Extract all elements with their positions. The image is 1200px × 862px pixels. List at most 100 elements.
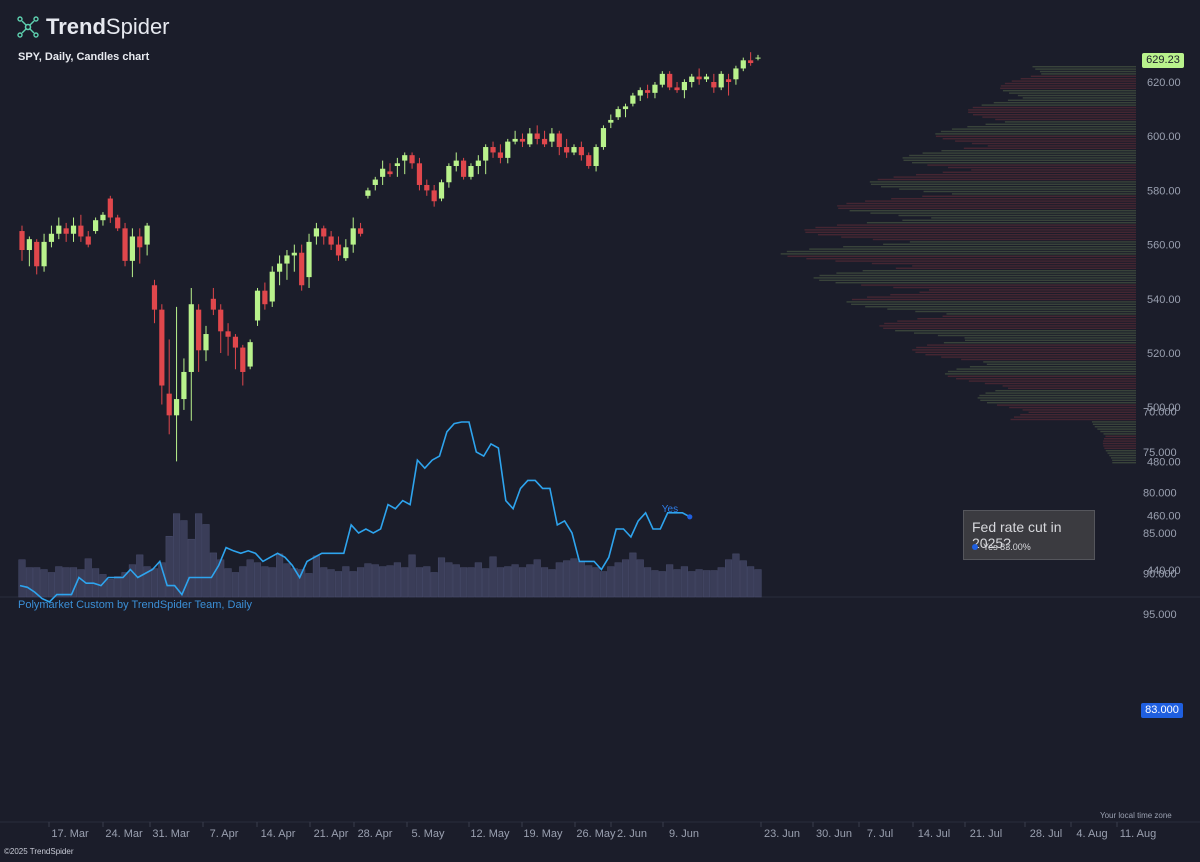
candle-body[interactable] xyxy=(696,76,702,80)
candle-body[interactable] xyxy=(19,231,25,251)
candle-body[interactable] xyxy=(578,147,584,156)
candle-body[interactable] xyxy=(387,171,393,175)
candle-body[interactable] xyxy=(291,252,297,256)
candle-body[interactable] xyxy=(188,304,194,372)
candle-body[interactable] xyxy=(372,179,378,185)
candle-body[interactable] xyxy=(505,141,511,158)
candle-body[interactable] xyxy=(556,133,562,148)
candle-body[interactable] xyxy=(122,228,128,261)
candle-body[interactable] xyxy=(107,198,113,218)
candle-body[interactable] xyxy=(321,228,327,237)
candle-body[interactable] xyxy=(659,73,665,85)
candle-body[interactable] xyxy=(483,147,489,161)
candle-body[interactable] xyxy=(549,133,555,142)
candle-body[interactable] xyxy=(380,168,386,177)
candle-body[interactable] xyxy=(438,182,445,199)
candle-body[interactable] xyxy=(232,336,239,348)
candle-body[interactable] xyxy=(718,73,724,88)
candle-body[interactable] xyxy=(394,163,400,167)
brand-logo[interactable]: TrendSpider xyxy=(16,14,170,40)
candle-body[interactable] xyxy=(328,236,334,245)
candle-body[interactable] xyxy=(725,79,732,82)
candle-body[interactable] xyxy=(269,271,275,302)
candle-body[interactable] xyxy=(453,160,459,167)
candle-body[interactable] xyxy=(534,133,540,139)
candle-body[interactable] xyxy=(159,309,165,386)
candle-body[interactable] xyxy=(674,87,680,91)
candle-body[interactable] xyxy=(254,290,261,321)
candle-body[interactable] xyxy=(593,147,599,167)
candle-body[interactable] xyxy=(490,147,496,153)
candle-body[interactable] xyxy=(667,73,673,88)
candle-body[interactable] xyxy=(173,399,180,416)
candle-body[interactable] xyxy=(299,252,305,286)
candle-body[interactable] xyxy=(277,263,283,272)
candle-body[interactable] xyxy=(622,106,629,110)
candle-body[interactable] xyxy=(144,225,150,245)
candle-body[interactable] xyxy=(151,285,158,310)
candle-body[interactable] xyxy=(755,57,761,59)
candle-body[interactable] xyxy=(85,236,91,245)
candle-body[interactable] xyxy=(630,95,636,104)
candle-body[interactable] xyxy=(475,160,481,167)
candle-body[interactable] xyxy=(431,190,437,202)
candle-body[interactable] xyxy=(711,82,717,88)
candle-body[interactable] xyxy=(26,239,32,251)
candle-body[interactable] xyxy=(541,138,548,145)
candle-body[interactable] xyxy=(365,190,371,196)
candle-body[interactable] xyxy=(615,109,621,118)
candle-body[interactable] xyxy=(402,155,408,161)
candle-body[interactable] xyxy=(137,236,143,248)
candle-body[interactable] xyxy=(166,393,172,416)
candle-body[interactable] xyxy=(740,60,746,69)
candle-body[interactable] xyxy=(586,155,592,167)
candle-body[interactable] xyxy=(196,309,202,351)
candle-body[interactable] xyxy=(409,155,415,164)
candle-body[interactable] xyxy=(571,147,577,153)
candle-body[interactable] xyxy=(100,214,106,221)
candle-body[interactable] xyxy=(93,220,99,232)
candle-body[interactable] xyxy=(48,233,55,242)
candle-body[interactable] xyxy=(527,133,533,145)
candle-body[interactable] xyxy=(262,290,268,305)
candle-body[interactable] xyxy=(497,152,503,158)
candle-body[interactable] xyxy=(645,90,651,93)
candle-body[interactable] xyxy=(424,184,430,191)
candle-body[interactable] xyxy=(313,228,319,237)
candle-body[interactable] xyxy=(284,255,290,264)
candle-body[interactable] xyxy=(247,342,253,367)
candle-body[interactable] xyxy=(446,166,452,183)
candle-body[interactable] xyxy=(357,228,364,234)
candle-body[interactable] xyxy=(34,241,40,267)
candle-body[interactable] xyxy=(115,217,121,229)
candle-body[interactable] xyxy=(416,163,423,185)
candle-body[interactable] xyxy=(512,138,518,142)
candle-body[interactable] xyxy=(63,228,69,234)
candle-body[interactable] xyxy=(335,244,342,256)
candle-body[interactable] xyxy=(748,60,754,64)
candle-body[interactable] xyxy=(129,236,135,261)
indicator-title[interactable]: Polymarket Custom by TrendSpider Team, D… xyxy=(18,599,252,611)
candle-body[interactable] xyxy=(240,347,246,372)
indicator-series-line[interactable] xyxy=(19,421,691,603)
candle-body[interactable] xyxy=(703,76,710,80)
candle-body[interactable] xyxy=(343,247,349,259)
candle-body[interactable] xyxy=(218,309,224,332)
candle-body[interactable] xyxy=(225,331,231,337)
candle-body[interactable] xyxy=(608,119,614,123)
candlesticks[interactable] xyxy=(19,52,761,462)
candle-body[interactable] xyxy=(306,241,312,278)
candle-body[interactable] xyxy=(733,68,739,80)
legend-tooltip[interactable]: Fed rate cut in 2025? Yes 83.00% xyxy=(963,510,1095,560)
candle-body[interactable] xyxy=(210,298,216,310)
candle-body[interactable] xyxy=(461,160,467,177)
candle-body[interactable] xyxy=(56,225,62,234)
candle-body[interactable] xyxy=(564,147,570,153)
candle-body[interactable] xyxy=(519,138,526,142)
candle-body[interactable] xyxy=(681,82,687,91)
candle-body[interactable] xyxy=(350,228,356,245)
indicator-panel[interactable]: Yes xyxy=(19,421,693,603)
candle-body[interactable] xyxy=(600,128,607,148)
candle-body[interactable] xyxy=(181,371,187,400)
